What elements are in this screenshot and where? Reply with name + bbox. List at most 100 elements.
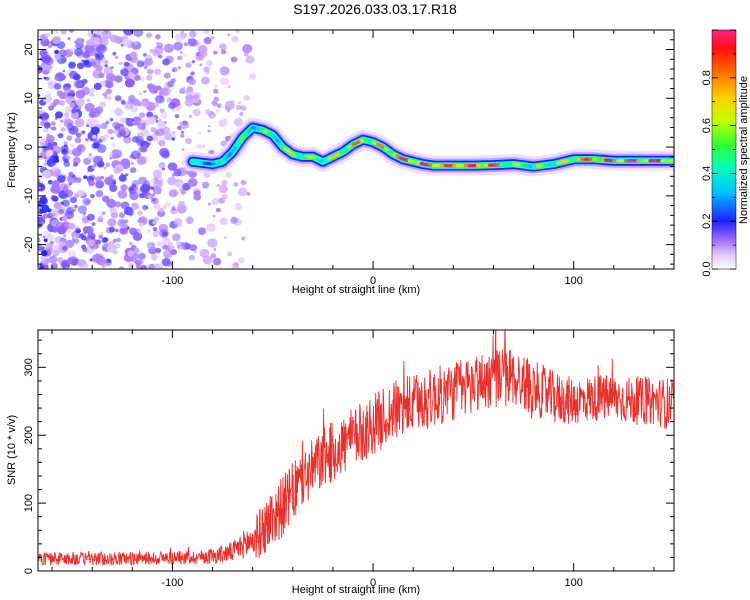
noise-blob — [42, 94, 53, 103]
noise-blob — [143, 90, 147, 93]
noise-blob — [49, 102, 54, 106]
noise-blob — [180, 32, 188, 39]
noise-blob — [41, 246, 45, 250]
noise-blob — [206, 223, 216, 232]
noise-blob — [82, 214, 86, 219]
noise-blob — [39, 138, 49, 147]
noise-blob — [146, 111, 154, 118]
noise-blob — [238, 101, 242, 105]
noise-blob — [140, 100, 150, 108]
noise-blob — [91, 36, 102, 46]
noise-blob — [46, 158, 56, 168]
y-tick-label: -20 — [23, 237, 35, 253]
colorbar-label: Normalized spectral amplitude — [738, 76, 750, 224]
noise-blob — [215, 207, 221, 213]
noise-blob — [147, 229, 151, 234]
noise-blob — [231, 57, 235, 61]
noise-blob — [188, 114, 193, 118]
noise-blob — [162, 58, 171, 66]
noise-blob — [68, 125, 79, 135]
noise-blob — [114, 55, 119, 59]
snr-x-axis-label: Height of straight line (km) — [292, 584, 420, 596]
noise-blob — [40, 112, 49, 121]
noise-blob — [124, 78, 135, 88]
noise-blob — [38, 179, 41, 182]
noise-blob — [75, 177, 82, 183]
colorbar-tick-label: 0.2 — [701, 214, 713, 229]
noise-blob — [150, 196, 154, 199]
noise-blob — [117, 190, 128, 199]
noise-blob — [43, 127, 49, 133]
noise-blob — [72, 147, 82, 157]
noise-blob — [163, 250, 173, 259]
noise-blob — [159, 95, 164, 99]
noise-blob — [213, 96, 220, 102]
noise-blob — [234, 202, 243, 211]
noise-blob — [171, 206, 176, 212]
noise-blob — [92, 164, 97, 168]
spectrogram-y-axis-label: Frequency (Hz) — [6, 112, 18, 188]
noise-blob — [38, 174, 42, 180]
y-tick-label: 300 — [23, 358, 35, 376]
noise-blob — [87, 154, 94, 161]
noise-blob — [178, 200, 185, 207]
noise-blob — [38, 237, 41, 243]
noise-blob — [61, 199, 70, 207]
noise-blob — [155, 128, 165, 137]
noise-blob — [124, 101, 134, 110]
noise-blob — [118, 174, 127, 182]
noise-blob — [145, 206, 149, 209]
noise-blob — [226, 109, 230, 113]
noise-blob — [179, 51, 183, 54]
noise-blob — [120, 222, 128, 229]
noise-blob — [52, 249, 60, 257]
noise-blob — [177, 245, 183, 250]
noise-blob — [64, 189, 70, 195]
noise-blob — [213, 88, 219, 94]
noise-blob — [109, 206, 117, 214]
noise-blob — [207, 124, 211, 128]
noise-blob — [127, 262, 135, 269]
noise-blob — [68, 61, 76, 69]
noise-blob — [86, 98, 91, 103]
noise-blob — [240, 105, 247, 111]
x-tick-label: 100 — [565, 577, 583, 589]
noise-blob — [213, 248, 217, 251]
noise-blob — [112, 121, 120, 129]
noise-blob — [227, 251, 233, 257]
noise-blob — [90, 87, 96, 93]
noise-blob — [96, 144, 107, 153]
noise-blob — [173, 168, 182, 177]
noise-blob — [139, 193, 145, 199]
noise-blob — [52, 36, 61, 45]
noise-blob — [150, 254, 158, 261]
x-tick-label: 100 — [565, 275, 583, 287]
noise-blob — [39, 265, 45, 269]
noise-blob — [132, 253, 140, 260]
noise-blob — [137, 123, 145, 130]
noise-blob — [155, 230, 161, 235]
noise-blob — [50, 121, 56, 126]
noise-blob — [107, 128, 114, 135]
noise-blob — [137, 210, 143, 216]
noise-blob — [134, 74, 141, 81]
noise-blob — [91, 166, 95, 169]
noise-blob — [123, 61, 130, 67]
noise-blob — [116, 237, 121, 243]
noise-blob — [220, 77, 230, 86]
noise-blob — [148, 75, 152, 78]
noise-blob — [112, 51, 117, 56]
noise-blob — [209, 149, 215, 155]
noise-blob — [176, 204, 187, 214]
x-tick-label: 0 — [370, 275, 376, 287]
noise-blob — [41, 54, 52, 64]
noise-blob — [53, 82, 62, 90]
noise-blob — [221, 193, 228, 200]
noise-blob — [215, 108, 221, 113]
noise-blob — [202, 255, 213, 265]
noise-blob — [106, 258, 111, 263]
noise-blob — [133, 30, 144, 37]
noise-blob — [95, 180, 105, 189]
noise-blob — [91, 222, 96, 226]
noise-blob — [113, 167, 121, 175]
